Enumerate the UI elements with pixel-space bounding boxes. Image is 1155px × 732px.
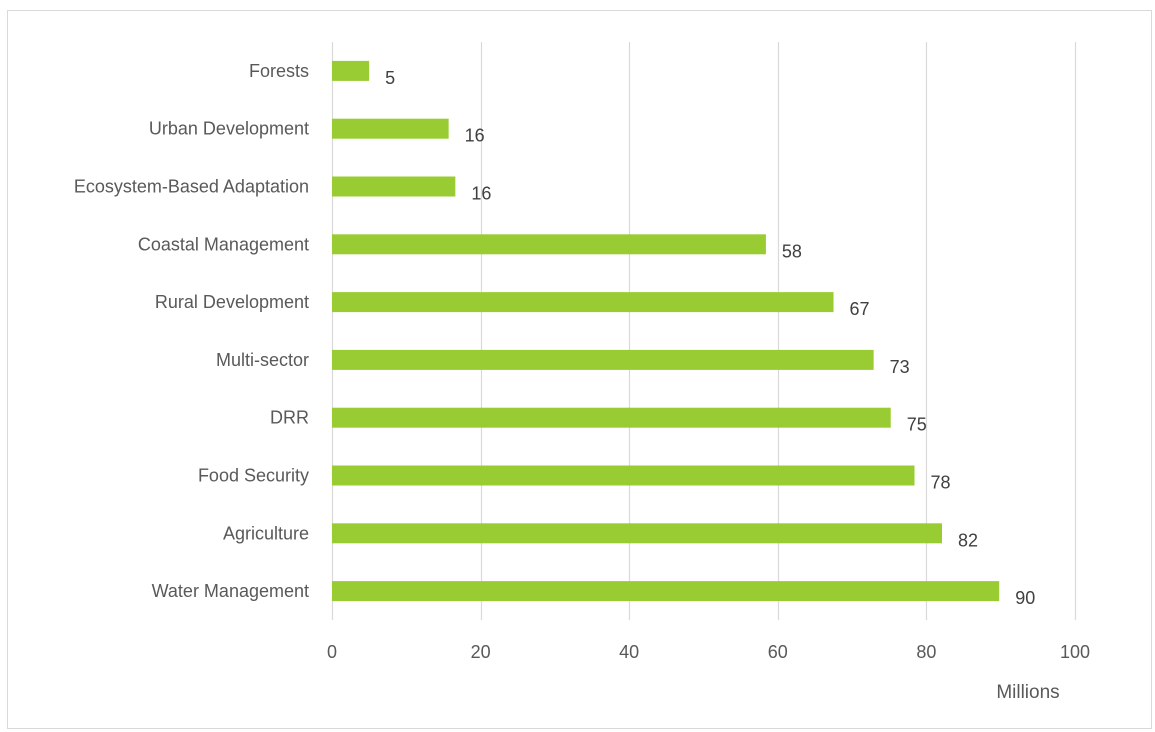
bar [332,523,943,544]
bar [332,118,449,139]
category-label: Forests [249,61,309,81]
bar [332,292,834,313]
x-axis-unit-label: Millions [996,682,1059,703]
bar [332,407,891,428]
category-label: Urban Development [149,119,309,139]
x-tick-labels: 0 20 40 60 80 100 [327,642,1090,662]
x-tick-label: 40 [619,642,639,662]
data-label: 16 [471,184,491,204]
category-label: DRR [270,408,309,428]
data-label: 75 [907,415,927,435]
category-label: Food Security [198,466,309,486]
x-tick-label: 100 [1060,642,1090,662]
category-label: Multi-sector [216,350,309,370]
x-tick-label: 20 [471,642,491,662]
bars [332,60,1000,602]
bar [332,60,370,81]
category-label: Rural Development [155,292,309,312]
data-label: 16 [465,126,485,146]
data-label: 67 [850,299,870,319]
data-label: 82 [958,530,978,550]
category-label: Agriculture [223,523,309,543]
x-tick-label: 0 [327,642,337,662]
data-label: 5 [385,68,395,88]
data-labels: 5 16 16 58 67 73 75 78 82 90 [385,68,1035,608]
category-labels: Forests Urban Development Ecosystem-Based … [74,61,309,601]
category-label: Ecosystem-Based Adaptation [74,177,309,197]
bar [332,234,766,255]
data-label: 73 [890,357,910,377]
x-tick-label: 60 [768,642,788,662]
data-label: 78 [931,473,951,493]
x-tick-label: 80 [916,642,936,662]
data-label: 90 [1015,588,1035,608]
category-label: Water Management [152,581,309,601]
bar [332,581,1000,602]
bar [332,349,874,370]
bar [332,465,915,486]
category-label: Coastal Management [138,234,309,254]
bar [332,176,456,197]
data-label: 58 [782,241,802,261]
